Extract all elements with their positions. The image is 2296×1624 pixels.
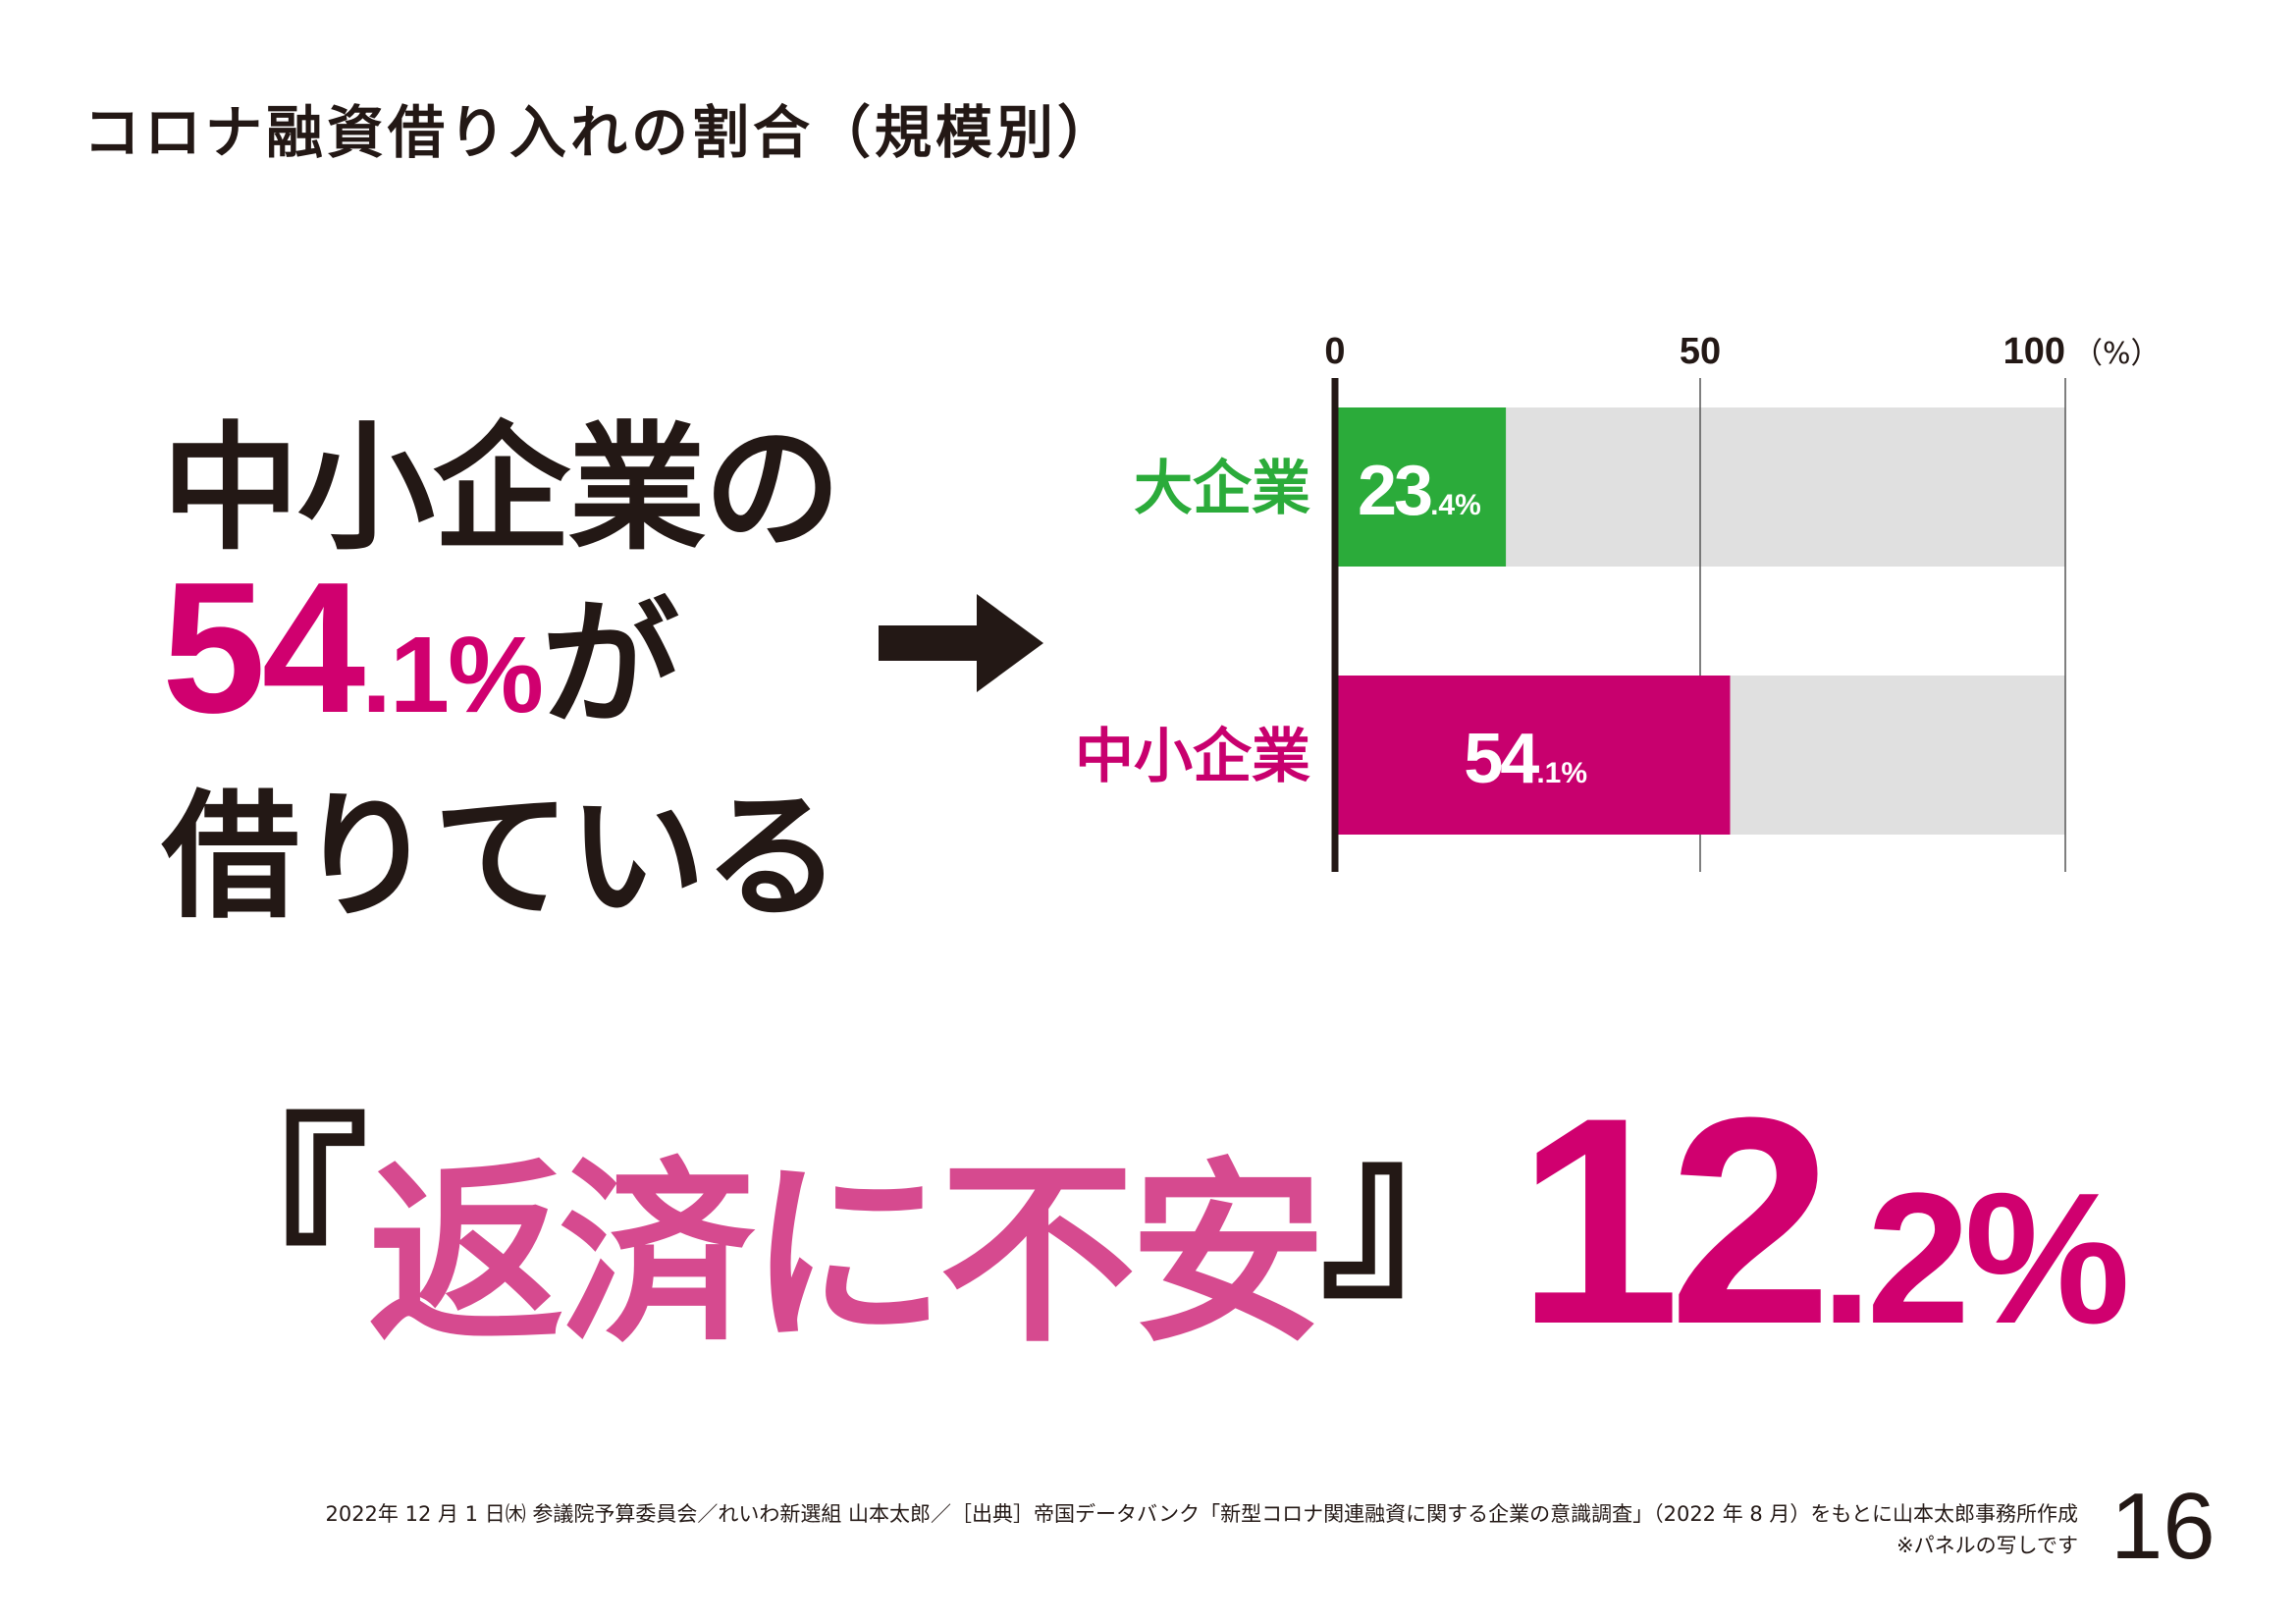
bar — [1335, 676, 1731, 835]
page-number: 16 — [2110, 1474, 2216, 1579]
open-quote: 『 — [172, 1097, 369, 1326]
page-title: コロナ融資借り入れの割合（規模別） — [83, 99, 1119, 166]
arrow-right-icon — [879, 594, 1043, 692]
headline-value-int: 54 — [162, 544, 365, 752]
data-label: 54.1% — [1464, 720, 1587, 798]
data-label: 23.4% — [1358, 452, 1481, 530]
bottom-value-int: 12 — [1517, 1056, 1833, 1385]
bar — [1335, 407, 1507, 567]
bottom-statement: 『返済に不安』12.2% — [172, 1051, 2130, 1390]
headline-suffix: が — [541, 585, 679, 745]
data-label-int: 54 — [1464, 720, 1539, 798]
axis-unit: （%） — [2073, 337, 2161, 371]
headline-line-3: 借りている — [162, 778, 841, 938]
category-label: 中小企業 — [1075, 723, 1310, 791]
headline-line-2: 54.1%が — [162, 555, 679, 741]
footer-line-2: ※パネルの写しです — [1896, 1533, 2078, 1557]
data-label-int: 23 — [1358, 452, 1431, 530]
headline-value-dec: .1% — [361, 615, 544, 735]
headline-line-1: 中小企業の — [162, 409, 841, 569]
footer-source: 2022年 12 月 1 日㈭ 参議院予算委員会／れいわ新選組 山本太郎／［出典… — [325, 1499, 2078, 1561]
footer-line-1: 2022年 12 月 1 日㈭ 参議院予算委員会／れいわ新選組 山本太郎／［出典… — [325, 1502, 2078, 1526]
worry-phrase: 返済に不安 — [368, 1141, 1326, 1370]
tick-label: 50 — [1680, 331, 1721, 372]
tick-label: 0 — [1324, 331, 1345, 372]
data-label-dec: .1% — [1536, 757, 1587, 789]
bottom-value-dec: .2% — [1820, 1155, 2130, 1363]
data-label-dec: .4% — [1430, 489, 1481, 521]
tick-label: 100 — [2003, 331, 2065, 372]
category-label: 大企業 — [1134, 455, 1310, 523]
close-quote: 』 — [1320, 1097, 1518, 1326]
